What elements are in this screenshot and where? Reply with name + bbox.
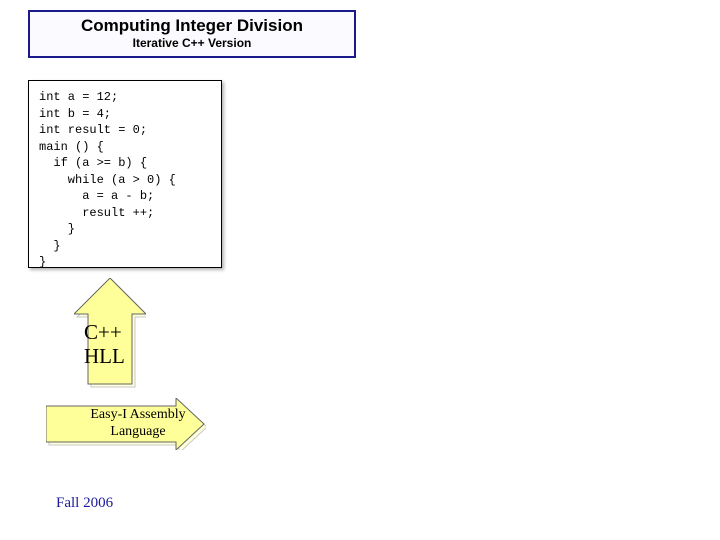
footer-text: Fall 2006 <box>56 495 113 512</box>
arrow-right-label: Easy-I Assembly Language <box>70 407 206 441</box>
title-main: Computing Integer Division <box>38 16 346 36</box>
title-box: Computing Integer Division Iterative C++… <box>28 10 356 58</box>
arrow-up-label: C++ HLL <box>84 320 146 368</box>
title-sub: Iterative C++ Version <box>38 36 346 50</box>
code-text: int a = 12; int b = 4; int result = 0; m… <box>39 89 211 271</box>
arrow-up-cpp: C++ HLL <box>74 278 146 390</box>
code-box: int a = 12; int b = 4; int result = 0; m… <box>28 80 222 268</box>
right-panel <box>228 80 692 500</box>
arrow-right-asm: Easy-I Assembly Language <box>46 398 206 450</box>
